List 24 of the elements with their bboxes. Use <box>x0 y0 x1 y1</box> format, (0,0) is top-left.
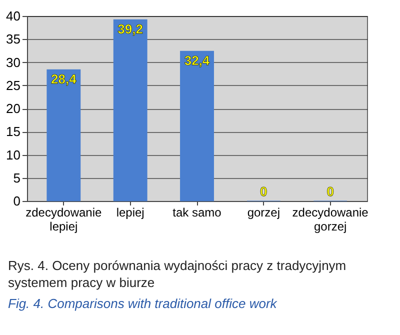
data-label: 28,4 <box>51 72 78 87</box>
x-tick-label: zdecydowanie gorzej <box>292 206 369 234</box>
data-label: 39,2 <box>118 22 143 37</box>
data-label: 0 <box>260 184 268 199</box>
y-tick-label: 30 <box>6 54 20 70</box>
data-label: 32,4 <box>184 53 210 68</box>
x-tick-label: tak samo <box>172 206 222 220</box>
x-tick-label: zdecydowanie lepiej <box>26 206 102 234</box>
text: Rys. 4. Oceny porównania wydajności pracy z tradycyjnym systemem pracy w biurze <box>8 257 348 291</box>
bar <box>180 50 214 202</box>
caption: Fig. 4. Comparisons with traditional office work <box>8 295 278 312</box>
y-tick-label: 10 <box>6 147 20 162</box>
y-tick-label: 40 <box>6 8 20 24</box>
y-tick-label: 15 <box>6 124 20 140</box>
x-tick-label: lepiej <box>116 206 144 220</box>
bar <box>113 19 148 202</box>
bar <box>46 69 81 202</box>
y-tick-label: 25 <box>6 78 20 93</box>
data-label: 0 <box>326 184 334 199</box>
y-tick-label: 35 <box>6 32 20 47</box>
y-tick-label: 5 <box>13 170 20 186</box>
y-tick-label: 0 <box>13 194 20 208</box>
x-tick-label: gorzej <box>247 206 280 220</box>
y-tick-label: 20 <box>6 101 20 116</box>
